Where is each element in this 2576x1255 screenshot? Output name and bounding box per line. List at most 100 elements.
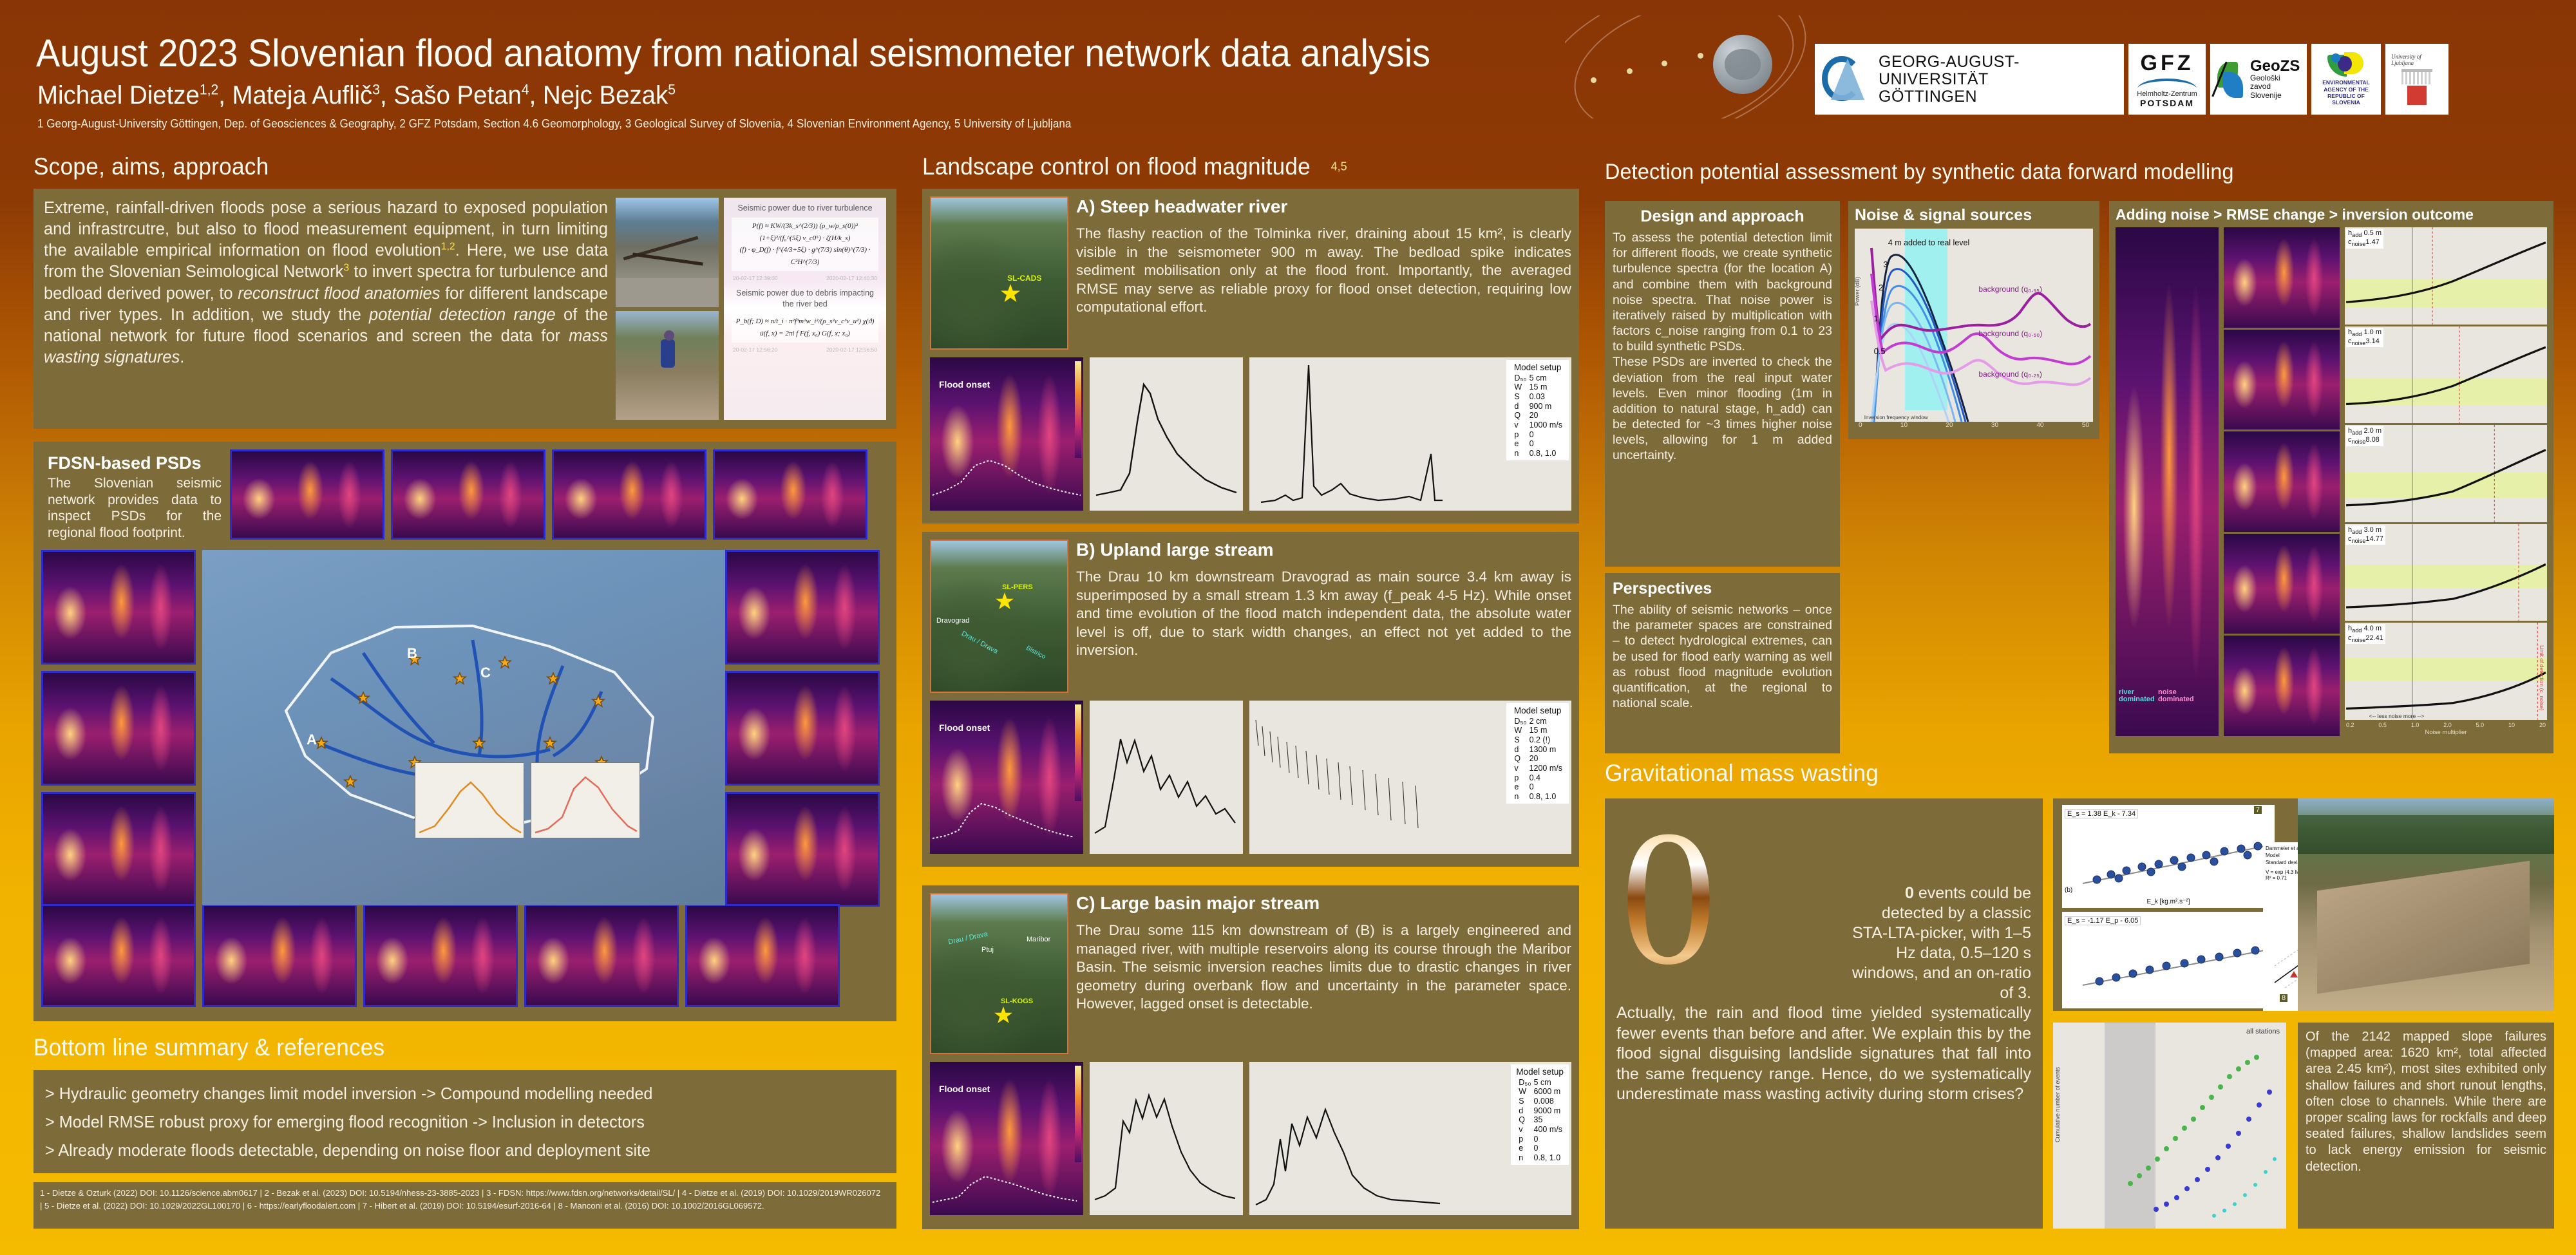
noise-curve-label-3: 3 — [1883, 259, 1888, 269]
model-c-d: 9000 m — [1533, 1106, 1561, 1115]
rmse-heatmap-panel — [2224, 636, 2340, 736]
background-q050-label: background (q₀.₅₀) — [1978, 329, 2043, 338]
model-c-p: 0 — [1533, 1134, 1539, 1144]
fdsn-psd-card: FDSN-based PSDs The Slovenian seismic ne… — [33, 442, 896, 1021]
background-q095-label: background (q₀.₉₅) — [1978, 285, 2043, 294]
model-c-q: 35 — [1533, 1115, 1543, 1125]
model-c-v: 400 m/s — [1533, 1124, 1562, 1134]
section-a-satellite-photo: SL-CADS — [930, 196, 1068, 350]
scaling-legend-2: Standard deviation — [2266, 860, 2309, 866]
rmse-heatmap-panel — [2224, 329, 2340, 430]
slovenia-map: A B C — [202, 550, 725, 905]
section-card-b: SL-PERS Dravograd Drau / Drava Bistrico … — [922, 532, 1579, 867]
section-b-waterlevel-plot — [1090, 701, 1243, 854]
model-b-q: 20 — [1529, 754, 1539, 764]
orbit-dot — [1627, 68, 1633, 74]
model-b-n: 0.8, 1.0 — [1529, 791, 1557, 801]
section-title-landscape: Landscape control on flood magnitude — [922, 153, 1311, 180]
section-card-a: SL-CADS A) Steep headwater river The fla… — [922, 189, 1579, 524]
logo-university-of-ljubljana: University of Ljubljana — [2385, 44, 2448, 115]
ga-monogram-icon — [1821, 53, 1871, 105]
logo-gfz-line3: POTSDAM — [2140, 97, 2194, 108]
noise-multiplier-axis: 0.2 0.5 1.0 2.0 5.0 10 20 Noise multipli… — [2345, 722, 2547, 736]
bullet-2: > Model RMSE robust proxy for emerging f… — [45, 1111, 645, 1131]
map-label-maribor: Maribor — [1027, 936, 1051, 943]
fdsn-description: The Slovenian seismic network provides d… — [48, 476, 222, 540]
model-a-e: 0 — [1529, 439, 1534, 449]
inversion-outcome-panel: hadd 1.0 m cnoise3.14 — [2345, 326, 2547, 424]
station-label-b: SL-PERS — [1002, 583, 1033, 591]
author-list: Michael Dietze1,2, Mateja Auflič3, Sašo … — [37, 81, 676, 109]
zero-events-lead: 0 events could be detected by a classic … — [1844, 883, 2031, 1003]
logo-lj-line1: University of Ljubljana — [2391, 53, 2421, 66]
column-mass-wasting: Gravitational mass wasting — [1605, 760, 2558, 787]
globe-graphic — [1565, 15, 1835, 118]
nm-tick-5: 10 — [2508, 721, 2515, 728]
psd-tile — [552, 449, 706, 540]
psd-tile — [202, 904, 357, 1007]
section-title-scope: Scope, aims, approach — [33, 153, 269, 180]
rmse-heatmap-left: river dominated noise dominated — [2116, 227, 2219, 736]
section-c-waterlevel-plot — [1090, 1062, 1243, 1215]
scaling-plot-a: E_s = 1.38 E_k - 7.34 E_k [kg.m².s⁻²] (b… — [2062, 805, 2275, 908]
psd-tile — [41, 904, 196, 1007]
map-inset-plot-2 — [531, 762, 640, 838]
noise-xtick-0: 0 — [1859, 422, 1862, 429]
logo-arso-line2: AGENCY OF THE — [2324, 86, 2369, 93]
design-text: To assess the potential detection limit … — [1613, 231, 1832, 463]
event-plot-legend: all stations — [2246, 1028, 2280, 1035]
psd-tile — [725, 550, 880, 665]
map-label-drau-drava-b: Drau / Drava — [960, 630, 999, 656]
section-c-satellite-photo: Drau / Drava Maribor Ptuj SL-KOGS — [930, 893, 1068, 1054]
fdsn-title: FDSN-based PSDs — [48, 453, 202, 473]
cnoise-value-1: 1.47 — [2365, 238, 2380, 247]
section-title-mass-wasting: Gravitational mass wasting — [1605, 760, 1879, 786]
rmse-heatmap-panel — [2224, 227, 2340, 328]
field-photo-person-on-gravel — [616, 310, 719, 420]
field-photo-river-driftwood — [616, 198, 719, 307]
section-a-waterlevel-plot — [1090, 357, 1243, 511]
scaling-eq-b: E_s = -1.17 E_p - 6.05 — [2065, 916, 2141, 925]
equation-timestamp-4: 2020-02-17 12:56:50 — [826, 346, 877, 353]
bottom-line-card: > Hydraulic geometry changes limit model… — [33, 1070, 896, 1173]
scaling-plot-b: E_s = -1.17 E_p - 6.05 — [2062, 912, 2275, 1008]
scaling-xlabel-a: E_k [kg.m².s⁻²] — [2146, 898, 2190, 905]
model-b-d50: 2 cm — [1529, 716, 1547, 726]
nm-tick-0: 0.2 — [2346, 721, 2354, 728]
logo-geozs: GeoZS Geološki zavod Slovenije — [2210, 44, 2307, 115]
river-dominated-label: river dominated — [2119, 688, 2155, 704]
cnoise-value-2: 3.14 — [2365, 337, 2380, 345]
hadd-value-5: 4.0 m — [2363, 625, 2382, 633]
noise-plot-ylabel: Power (dB) — [1854, 276, 1861, 306]
noise-xtick-40: 40 — [2036, 422, 2044, 429]
model-c-e: 0 — [1533, 1144, 1539, 1153]
model-b-p: 0.4 — [1529, 773, 1540, 782]
perspectives-heading: Perspectives — [1613, 580, 1712, 598]
logo-gfz: GFZ Helmholtz-Zentrum POTSDAM — [2128, 44, 2206, 115]
psd-tile-row-bottom — [41, 904, 840, 1007]
psd-tile — [713, 449, 867, 540]
model-setup-b-table: D₅₀ 2 cm W 15 m S 0.2 (!) d 1300 m Q 20 v 1200… — [1510, 717, 1565, 802]
equation-debris-2: u̇(f, x) = 2πi f F(f, x₀) G(f, x; x₀) — [760, 330, 850, 338]
page-title: August 2023 Slovenian flood anatomy from… — [36, 32, 1431, 75]
psd-tile — [41, 792, 196, 907]
map-label-ptuj: Ptuj — [981, 946, 994, 954]
model-b-s: 0.2 (!) — [1529, 735, 1551, 745]
logo-arso-line1: ENVIRONMENTAL — [2322, 79, 2370, 86]
section-title-landscape-superscript: 4,5 — [1331, 160, 1347, 173]
noise-curve-label-05: 0.5 — [1873, 346, 1886, 356]
section-a-heading: A) Steep headwater river — [1076, 196, 1288, 216]
map-vector — [284, 624, 655, 829]
event-count-plot: all stations Cumulative number of events — [2053, 1023, 2286, 1229]
orbit-dot — [1662, 61, 1667, 66]
inversion-window-band — [1904, 229, 1948, 410]
noise-annotation: 4 m added to real level — [1888, 238, 1970, 247]
noise-panel-heading: Noise & signal sources — [1855, 206, 2032, 224]
orbit-dot — [1591, 77, 1596, 83]
hadd-value-4: 3.0 m — [2363, 525, 2382, 534]
inversion-window-label: Inversion frequency window — [1864, 415, 1928, 420]
logo-georg-august-universitaet-goettingen: GEORG-AUGUST-UNIVERSITÄT GÖTTINGEN — [1815, 44, 2124, 115]
section-c-spectrogram: Flood onset — [930, 1062, 1083, 1215]
psd-tile — [725, 792, 880, 907]
